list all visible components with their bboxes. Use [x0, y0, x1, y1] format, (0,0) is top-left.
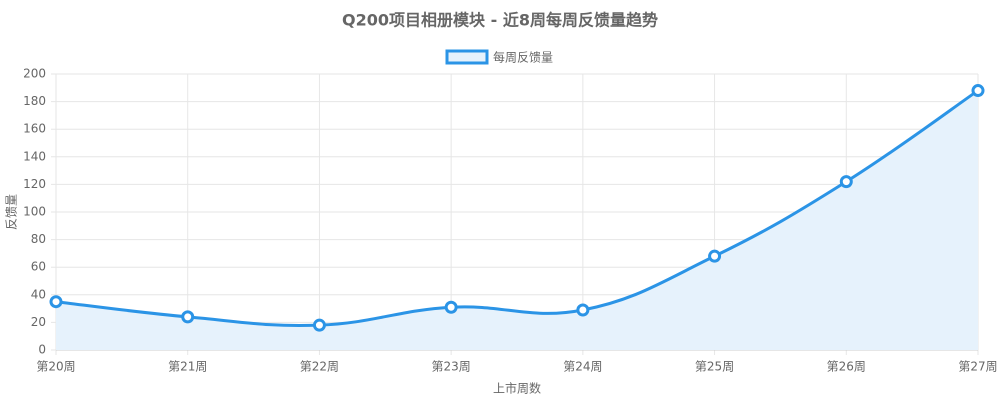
- legend-swatch: [445, 49, 489, 65]
- y-tick-label: 160: [23, 122, 46, 136]
- x-tick-label: 第23周: [432, 360, 471, 374]
- y-tick-label: 80: [31, 232, 46, 246]
- y-tick-label: 120: [23, 177, 46, 191]
- y-tick-label: 100: [23, 205, 46, 219]
- x-tick-label: 第24周: [563, 360, 602, 374]
- point: [708, 249, 722, 263]
- point: [444, 300, 458, 314]
- y-tick-label: 140: [23, 149, 46, 163]
- y-tick-label: 60: [31, 260, 46, 274]
- point: [971, 84, 985, 98]
- y-tick-label: 200: [23, 67, 46, 81]
- y-tick-label: 40: [31, 287, 46, 301]
- y-tick-label: 0: [38, 343, 46, 357]
- y-tick-label: 20: [31, 315, 46, 329]
- point: [312, 318, 326, 332]
- line: [55, 89, 979, 328]
- x-tick-label: 第20周: [36, 360, 75, 374]
- chart-title: Q200项目相册模块 - 近8周每周反馈量趋势: [342, 11, 658, 30]
- x-tick-label: 第26周: [827, 360, 866, 374]
- y-tick-label: 180: [23, 94, 46, 108]
- x-tick-label: 第25周: [695, 360, 734, 374]
- point: [839, 175, 853, 189]
- point: [576, 303, 590, 317]
- legend-label: 每周反馈量: [493, 50, 553, 65]
- point: [49, 295, 63, 309]
- x-tick-label: 第27周: [958, 360, 997, 374]
- point: [181, 310, 195, 324]
- y-axis-label: 反馈量: [5, 194, 19, 230]
- x-tick-label: 第21周: [168, 360, 207, 374]
- x-axis-label: 上市周数: [493, 381, 541, 396]
- area: [56, 90, 978, 350]
- x-tick-label: 第22周: [300, 360, 339, 374]
